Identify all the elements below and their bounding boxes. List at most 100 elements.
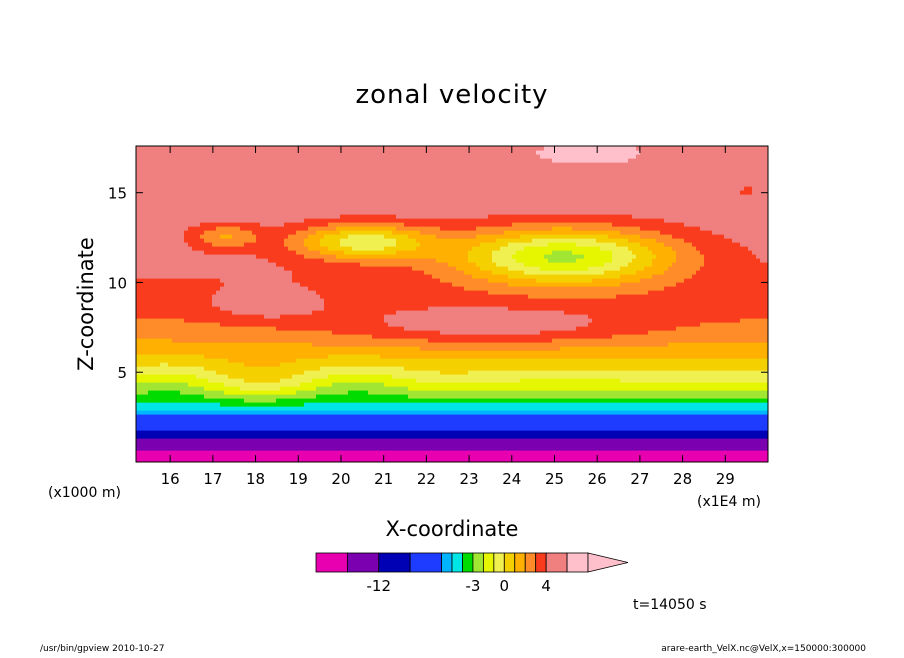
contour-cell [668,386,673,391]
contour-cell [400,366,405,371]
contour-cell [676,450,681,455]
contour-cell [736,454,741,459]
contour-cell [736,442,741,447]
contour-cell [496,402,501,407]
contour-cell [320,426,325,431]
contour-cell [360,386,365,391]
contour-cell [484,390,489,395]
contour-cell [164,350,169,355]
contour-cell [436,386,441,391]
contour-cell [660,434,665,439]
contour-cell [544,386,549,391]
contour-cell [428,442,433,447]
contour-cell [440,398,445,403]
contour-cell [764,358,768,363]
contour-cell [668,398,673,403]
contour-cell [136,458,141,462]
contour-cell [360,398,365,403]
contour-cell [360,402,365,407]
contour-cell [628,402,633,407]
contour-cell [400,394,405,399]
contour-cell [348,338,353,343]
contour-cell [448,390,453,395]
contour-cell [464,350,469,355]
contour-cell [532,338,537,343]
contour-cell [228,350,233,355]
contour-cell [188,442,193,447]
contour-cell [688,414,693,419]
contour-cell [224,406,229,411]
contour-cell [520,378,525,383]
contour-cell [224,346,229,351]
contour-cell [488,346,493,351]
contour-cell [372,338,377,343]
contour-cell [316,446,321,451]
contour-cell [672,402,677,407]
contour-cell [736,390,741,395]
contour-cell [692,350,697,355]
contour-cell [756,398,761,403]
contour-cell [504,366,509,371]
contour-cell [520,458,525,462]
contour-cell [148,342,153,347]
contour-cell [336,366,341,371]
contour-cell [524,438,529,443]
contour-cell [372,390,377,395]
contour-cell [464,362,469,367]
contour-cell [460,390,465,395]
contour-cell [244,410,249,415]
contour-cell [240,446,245,451]
contour-cell [328,398,333,403]
contour-cell [380,374,385,379]
contour-cell [540,418,545,423]
contour-cell [456,430,461,435]
contour-cell [604,450,609,455]
contour-cell [432,386,437,391]
contour-cell [404,338,409,343]
contour-cell [556,374,561,379]
contour-cell [376,410,381,415]
contour-cell [720,438,725,443]
contour-cell [700,370,705,375]
contour-cell [664,362,669,367]
contour-cell [204,386,209,391]
contour-cell [472,362,477,367]
contour-cell [544,382,549,387]
contour-cell [620,378,625,383]
contour-cell [656,450,661,455]
contour-cell [584,354,589,359]
contour-cell [480,378,485,383]
contour-cell [508,426,513,431]
contour-cell [176,430,181,435]
contour-cell [632,374,637,379]
contour-cell [508,354,513,359]
contour-cell [228,342,233,347]
contour-cell [616,342,621,347]
contour-cell [712,354,717,359]
contour-cell [560,422,565,427]
contour-cell [520,446,525,451]
contour-cell [680,410,685,415]
contour-cell [604,374,609,379]
contour-cell [724,366,729,371]
contour-cell [616,430,621,435]
contour-cell [572,438,577,443]
contour-cell [200,446,205,451]
contour-cell [468,390,473,395]
contour-cell [492,354,497,359]
contour-cell [628,378,633,383]
contour-cell [620,338,625,343]
contour-cell [448,370,453,375]
contour-cell [612,362,617,367]
contour-cell [468,346,473,351]
contour-cell [356,350,361,355]
contour-cell [300,394,305,399]
contour-cell [640,402,645,407]
contour-cell [344,414,349,419]
contour-cell [372,430,377,435]
contour-cell [656,454,661,459]
contour-cell [612,410,617,415]
contour-cell [484,334,489,339]
contour-cell [308,366,313,371]
contour-cell [660,414,665,419]
